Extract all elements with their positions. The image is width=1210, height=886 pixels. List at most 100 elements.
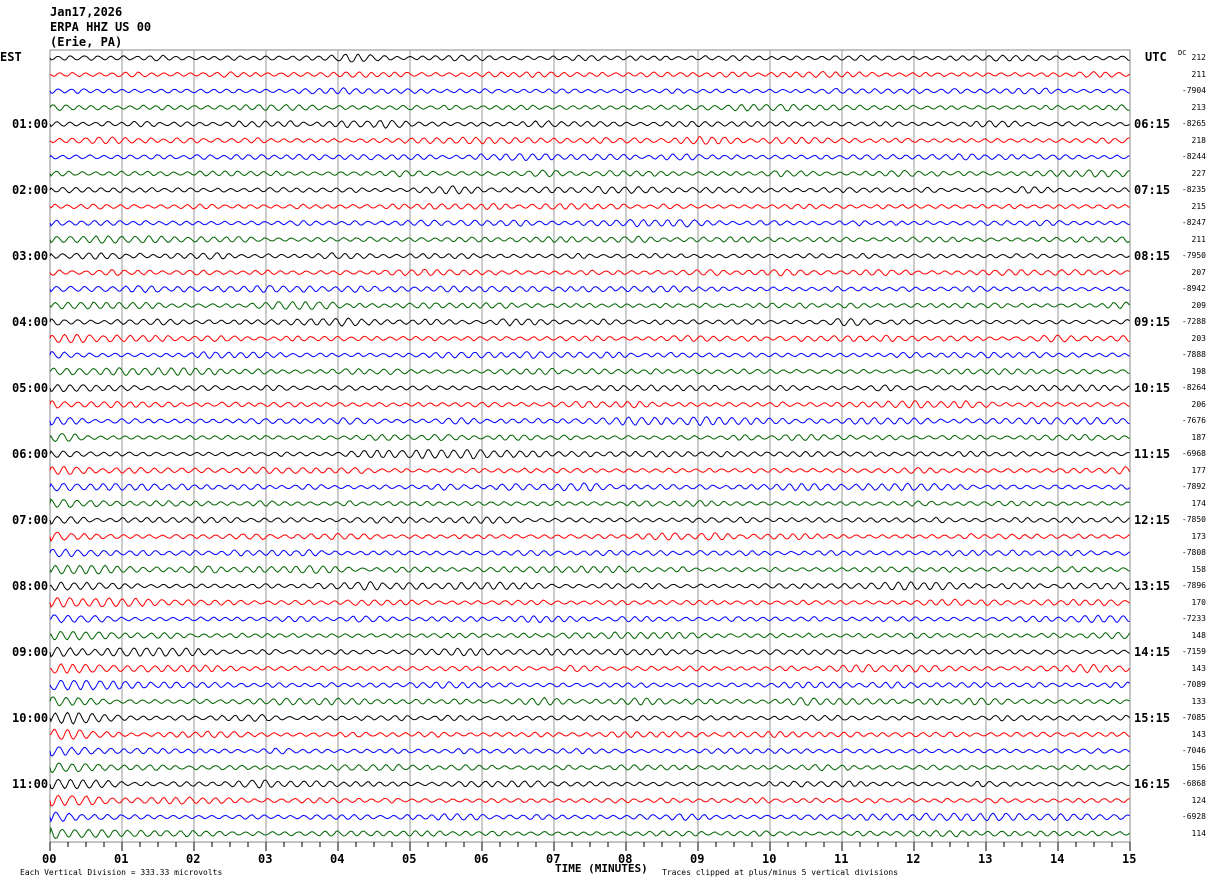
x-tick-label: 03 (258, 852, 273, 866)
trace-4 (49, 119, 1130, 129)
x-tick-label: 08 (618, 852, 633, 866)
trace-22 (49, 416, 1130, 427)
trace-19 (49, 367, 1130, 376)
x-tick-label: 06 (474, 852, 489, 866)
dc-offset-label: 211 (1191, 234, 1206, 244)
trace-20 (49, 384, 1130, 393)
utc-time-label: 15:15 (1134, 711, 1171, 725)
est-time-label: 10:00 (12, 711, 49, 725)
utc-time-label: 09:15 (1134, 315, 1171, 329)
dc-offset-label: 170 (1191, 597, 1206, 607)
dc-offset-label: -6928 (1181, 812, 1206, 821)
dc-title: DC (1178, 49, 1187, 57)
dc-offset-label: -7085 (1181, 713, 1206, 722)
trace-36 (49, 646, 1130, 658)
trace-43 (49, 762, 1130, 774)
dc-offset-label: -7896 (1181, 581, 1206, 590)
est-time-label: 11:00 (12, 777, 49, 791)
dc-offset-label: 206 (1191, 399, 1206, 409)
trace-46 (49, 811, 1130, 823)
trace-41 (49, 728, 1130, 740)
utc-time-label: 10:15 (1134, 381, 1171, 395)
utc-time-label: 14:15 (1134, 645, 1171, 659)
est-time-label: 01:00 (12, 117, 49, 131)
dc-offset-label: -7808 (1181, 548, 1206, 557)
est-time-label: 06:00 (12, 447, 49, 461)
x-tick-label: 01 (114, 852, 129, 866)
trace-3 (49, 103, 1130, 112)
x-tick-label: 15 (1122, 852, 1137, 866)
utc-time-label: 12:15 (1134, 513, 1171, 527)
x-tick-label: 05 (402, 852, 417, 866)
utc-time-label: 08:15 (1134, 249, 1171, 263)
trace-35 (49, 630, 1130, 641)
x-tick-label: 13 (978, 852, 993, 866)
trace-37 (49, 663, 1130, 674)
trace-9 (49, 202, 1130, 210)
dc-offset-label: -7888 (1181, 350, 1206, 359)
x-tick-label: 07 (546, 852, 561, 866)
dc-offset-label: 212 (1191, 53, 1206, 62)
trace-47 (49, 826, 1130, 840)
est-time-label: 09:00 (12, 645, 49, 659)
dc-offset-label: 177 (1191, 465, 1206, 475)
est-time-label: 04:00 (12, 315, 49, 329)
trace-38 (49, 679, 1130, 691)
date-label: Jan17,2026 (50, 5, 123, 19)
dc-offset-label: 209 (1191, 300, 1206, 310)
est-time-label: 02:00 (12, 183, 49, 197)
dc-offset-label: -7159 (1181, 647, 1206, 656)
dc-offset-label: -6868 (1181, 779, 1206, 788)
x-tick-label: 12 (906, 852, 921, 866)
est-time-label: 07:00 (12, 513, 49, 527)
dc-offset-label: -7892 (1181, 482, 1206, 491)
x-tick-label: 04 (330, 852, 345, 866)
dc-offset-label: -8244 (1181, 152, 1206, 161)
trace-27 (49, 498, 1130, 508)
x-tick-label: 10 (762, 852, 777, 866)
trace-45 (49, 794, 1130, 807)
dc-offset-label: 148 (1191, 630, 1206, 640)
utc-time-label: 11:15 (1134, 447, 1171, 461)
trace-33 (49, 597, 1130, 608)
trace-17 (49, 333, 1130, 344)
dc-offset-label: 198 (1191, 366, 1206, 376)
trace-30 (49, 548, 1130, 558)
dc-offset-label: 187 (1191, 432, 1206, 442)
dc-offset-label: 207 (1191, 267, 1206, 277)
utc-time-label: 13:15 (1134, 579, 1171, 593)
trace-16 (49, 317, 1130, 327)
x-axis-label: TIME (MINUTES) (555, 862, 648, 875)
trace-44 (49, 778, 1130, 790)
x-tick-label: 11 (834, 852, 849, 866)
dc-offset-label: -7850 (1181, 515, 1206, 524)
dc-offset-label: -7089 (1181, 680, 1206, 689)
dc-offset-label: 143 (1191, 663, 1206, 673)
trace-8 (49, 185, 1130, 195)
dc-offset-label: -7288 (1181, 317, 1206, 326)
trace-0 (49, 53, 1130, 63)
trace-14 (49, 285, 1130, 294)
x-tick-label: 14 (1050, 852, 1065, 866)
trace-24 (49, 449, 1130, 460)
trace-25 (49, 466, 1130, 475)
dc-offset-label: 173 (1191, 531, 1206, 541)
dc-offset-label: 156 (1191, 762, 1206, 772)
est-time-label: 08:00 (12, 579, 49, 593)
dc-offset-label: 211 (1191, 69, 1206, 79)
dc-offset-label: -8942 (1181, 284, 1206, 293)
dc-offset-label: -8265 (1181, 119, 1206, 128)
station-label: ERPA HHZ US 00 (50, 20, 152, 34)
dc-offset-label: 143 (1191, 729, 1206, 739)
dc-offset-label: -7904 (1181, 86, 1206, 95)
utc-axis-title: UTC (1145, 50, 1167, 64)
x-tick-label: 09 (690, 852, 705, 866)
trace-18 (49, 351, 1130, 359)
utc-time-label: 06:15 (1134, 117, 1171, 131)
dc-offset-label: 203 (1191, 333, 1206, 343)
trace-21 (49, 400, 1130, 409)
plot-frame (49, 49, 1131, 843)
dc-offset-label: 227 (1191, 168, 1206, 178)
dc-offset-label: -7046 (1181, 746, 1206, 755)
